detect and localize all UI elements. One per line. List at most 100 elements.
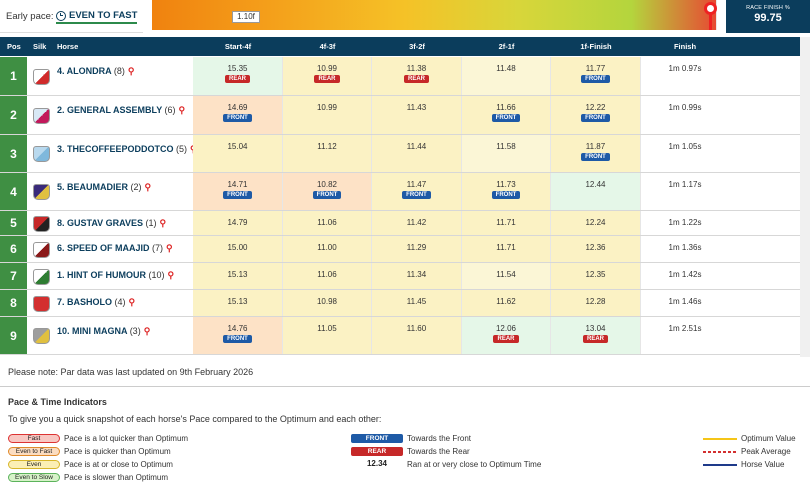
jockey-silk-icon [33,269,50,285]
legend-title: Pace & Time Indicators [8,397,107,407]
col-1f-finish[interactable]: 1f-Finish [580,42,612,51]
horse-name: 3. THECOFFEEPODDOTCO [57,144,174,154]
sectional-cell: 11.66 FRONT [462,96,551,134]
sectional-time: 11.73 [496,180,516,189]
table-row[interactable]: 1 4. ALONDRA (8) ⚲ 15.35 REAR 10.99 REAR 11.38 R… [0,57,810,96]
sectional-cell: 11.62 [462,290,551,316]
sectional-cell: 11.44 [372,135,462,172]
finish-time: 1m 1.46s [668,297,702,306]
sectional-time: 11.42 [406,218,427,227]
table-row[interactable]: 8 7. BASHOLO (4) ⚲ 15.13 10.98 11.45 11.62 12.2… [0,290,810,317]
sectional-cell: 14.69 FRONT [193,96,283,134]
draw-number: (5) [176,144,188,154]
line-legend-desc: Peak Average [741,447,791,456]
early-pace-box: Early pace: EVEN TO FAST [0,0,143,33]
horse-name-link[interactable]: 6. SPEED OF MAAJID (7) ⚲ [57,243,173,254]
position-number: 6 [0,236,27,262]
sectional-cell: 11.71 [462,211,551,235]
col-2f-1f[interactable]: 2f-1f [498,42,515,51]
sectional-cell: 14.79 [193,211,283,235]
pace-legend-desc: Pace is quicker than Optimum [64,447,171,456]
horse-name-link[interactable]: 2. GENERAL ASSEMBLY (6) ⚲ [57,105,185,116]
sectional-cell: 11.06 [283,211,372,235]
sectional-cell: 15.13 [193,290,283,316]
horse-name: 4. ALONDRA [57,66,112,76]
table-row[interactable]: 2 2. GENERAL ASSEMBLY (6) ⚲ 14.69 FRONT 10.99… [0,96,810,135]
table-row[interactable]: 9 10. MINI MAGNA (3) ⚲ 14.76 FRONT 11.05 11.60… [0,317,810,355]
pace-legend-desc: Pace is a lot quicker than Optimum [64,434,189,443]
sectional-time: 12.22 [585,103,606,112]
jockey-silk-icon [33,216,50,232]
sectional-cell: 12.28 [551,290,641,316]
race-finish-box: RACE FINISH % 99.75 [726,0,810,33]
col-finish[interactable]: Finish [673,42,697,51]
pace-legend-desc: Pace is at or close to Optimum [64,460,173,469]
finish-time: 1m 2.51s [668,324,702,333]
jockey-silk-icon [33,328,50,344]
sectional-time: 15.13 [227,297,248,306]
line-legend-swatch [703,464,737,466]
finish-time: 1m 1.22s [668,218,702,227]
position-tag: FRONT [491,191,521,199]
draw-number: (4) [114,297,126,307]
sectional-cell: 11.00 [283,236,372,262]
sectional-time: 10.99 [316,64,338,73]
sectional-cell: 11.87 FRONT [551,135,641,172]
pace-legend-pill: Even to Fast [8,447,60,456]
sectional-time: 15.00 [227,243,248,252]
jockey-silk-icon [33,146,50,162]
position-tag: FRONT [581,75,610,83]
horse-name-link[interactable]: 3. THECOFFEEPODDOTCO (5)⚲ [57,144,197,155]
par-data-note: Please note: Par data was last updated o… [8,367,254,377]
col-4f-3f[interactable]: 4f-3f [319,42,336,51]
table-row[interactable]: 3 3. THECOFFEEPODDOTCO (5)⚲ 15.04 11.12 11.4… [0,135,810,173]
early-pace-label: Early pace: [6,11,54,22]
table-row[interactable]: 5 8. GUSTAV GRAVES (1) ⚲ 14.79 11.06 11.42 11.… [0,211,810,236]
col-start-4f[interactable]: Start-4f [224,42,252,51]
map-pin-icon: ⚲ [144,182,152,192]
horse-name-link[interactable]: 8. GUSTAV GRAVES (1) ⚲ [57,218,166,229]
sectional-time: 11.12 [317,142,337,151]
horse-name-link[interactable]: 1. HINT OF HUMOUR (10) ⚲ [57,270,174,281]
col-3f-2f[interactable]: 3f-2f [409,42,425,51]
sectional-time: 11.60 [406,324,427,333]
finish-time: 1m 0.99s [668,103,702,112]
table-header: Pos Silk Horse Start-4f 4f-3f 3f-2f 2f-1… [0,37,810,56]
horse-name-link[interactable]: 10. MINI MAGNA (3) ⚲ [57,326,150,337]
position-tag: FRONT [581,153,610,161]
position-tag: REAR [314,75,340,83]
sectional-time: 11.05 [317,324,337,333]
table-scrollbar[interactable] [800,37,810,357]
sectional-cell: 11.34 [372,263,462,289]
table-row[interactable]: 7 1. HINT OF HUMOUR (10) ⚲ 15.13 11.06 11.34 1… [0,263,810,290]
sectional-cell: 11.05 [283,317,372,354]
position-tag: FRONT [491,114,521,122]
horse-name: 7. BASHOLO [57,297,113,307]
horse-name-link[interactable]: 5. BEAUMADIER (2) ⚲ [57,182,151,193]
finish-time: 1m 1.05s [668,142,702,151]
horse-name-link[interactable]: 7. BASHOLO (4) ⚲ [57,297,135,308]
sectional-cell: 10.98 [283,290,372,316]
sectional-cell: 10.82 FRONT [283,173,372,210]
race-finish-value: 99.75 [754,12,782,24]
table-row[interactable]: 6 6. SPEED OF MAAJID (7) ⚲ 15.00 11.00 11.29 1… [0,236,810,263]
horse-name-link[interactable]: 4. ALONDRA (8) ⚲ [57,66,134,77]
position-number: 5 [0,211,27,235]
early-pace-value[interactable]: EVEN TO FAST [56,10,138,24]
sectional-time: 14.71 [227,180,248,189]
sectional-cell: 14.71 FRONT [193,173,283,210]
horse-name: 2. GENERAL ASSEMBLY [57,105,163,115]
draw-number: (7) [152,243,164,253]
pace-legend-pill: Even to Slow [8,473,60,482]
sectional-cell: 11.45 [372,290,462,316]
finish-line [709,14,712,30]
table-row[interactable]: 4 5. BEAUMADIER (2) ⚲ 14.71 FRONT 10.82 FRONT 1… [0,173,810,211]
col-pos: Pos [7,42,21,51]
sectional-cell: 11.71 [462,236,551,262]
jockey-silk-icon [33,242,50,258]
draw-number: (2) [130,182,142,192]
sectional-time: 11.66 [496,103,516,112]
map-pin-icon: ⚲ [159,218,167,228]
position-number: 3 [0,135,27,172]
jockey-silk-icon [33,184,50,200]
